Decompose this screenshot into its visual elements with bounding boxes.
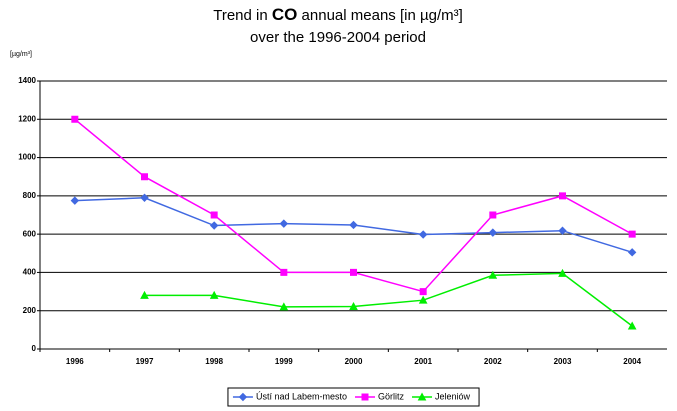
y-tick-label: 200 — [23, 306, 37, 315]
marker — [361, 393, 369, 401]
marker — [140, 290, 149, 299]
marker — [140, 193, 149, 202]
x-tick-label: 2002 — [484, 357, 502, 366]
y-tick-label: 400 — [23, 268, 37, 277]
y-tick-label: 1400 — [18, 76, 36, 85]
y-tick-label: 800 — [23, 191, 37, 200]
marker — [627, 321, 637, 330]
chart-title: Trend in CO annual means [in µg/m³] — [213, 5, 463, 24]
y-axis-label: [µg/m³] — [10, 51, 32, 58]
chart-subtitle: over the 1996-2004 period — [250, 29, 426, 46]
legend-item: Ústí nad Labem-mesto — [232, 391, 347, 402]
marker — [558, 226, 567, 235]
legend-item: Jeleniów — [412, 391, 471, 401]
legend: Ústí nad Labem-mesto Görlitz Jeleniów — [227, 387, 480, 407]
x-tick-label: 1998 — [205, 357, 223, 366]
x-tick-label: 1997 — [136, 357, 154, 366]
marker — [627, 248, 637, 257]
marker — [417, 392, 427, 401]
legend-box — [227, 387, 480, 407]
marker — [349, 301, 358, 311]
marker — [488, 270, 498, 279]
x-tick-label: 2001 — [414, 357, 432, 366]
marker — [628, 230, 636, 238]
marker — [488, 228, 498, 237]
marker — [238, 392, 248, 402]
marker — [209, 221, 219, 230]
marker — [71, 115, 79, 123]
x-tick-label: 2000 — [345, 357, 363, 366]
marker — [419, 288, 427, 296]
marker — [279, 302, 289, 311]
marker — [70, 196, 80, 205]
legend-label: Ústí nad Labem-mesto — [256, 391, 347, 401]
marker — [209, 290, 219, 299]
title-part: CO — [272, 5, 298, 24]
x-tick-label: 2004 — [623, 357, 641, 366]
line — [74, 118, 633, 293]
y-tick-label: 1200 — [18, 114, 36, 123]
x-tick-label: 2003 — [554, 357, 572, 366]
marker — [559, 192, 566, 200]
marker — [558, 268, 567, 277]
marker — [279, 219, 289, 228]
legend-label: Jeleniów — [435, 391, 471, 401]
y-tick-label: 1000 — [18, 153, 36, 162]
y-tick-label: 0 — [32, 344, 37, 353]
marker — [141, 173, 148, 181]
title-part: Trend in — [213, 7, 267, 24]
x-tick-label: 1999 — [275, 357, 293, 366]
y-tick-label: 600 — [23, 229, 37, 238]
marker — [489, 211, 497, 219]
marker — [280, 268, 288, 276]
marker — [349, 220, 358, 230]
x-tick-label: 1996 — [66, 357, 84, 366]
marker — [210, 211, 218, 219]
marker — [350, 268, 357, 276]
legend-item: Görlitz — [355, 391, 405, 401]
title-part: annual means [in µg/m³] — [302, 7, 463, 24]
marker — [418, 295, 428, 304]
marker — [418, 230, 428, 239]
line — [144, 272, 633, 327]
legend-label: Görlitz — [378, 391, 405, 401]
